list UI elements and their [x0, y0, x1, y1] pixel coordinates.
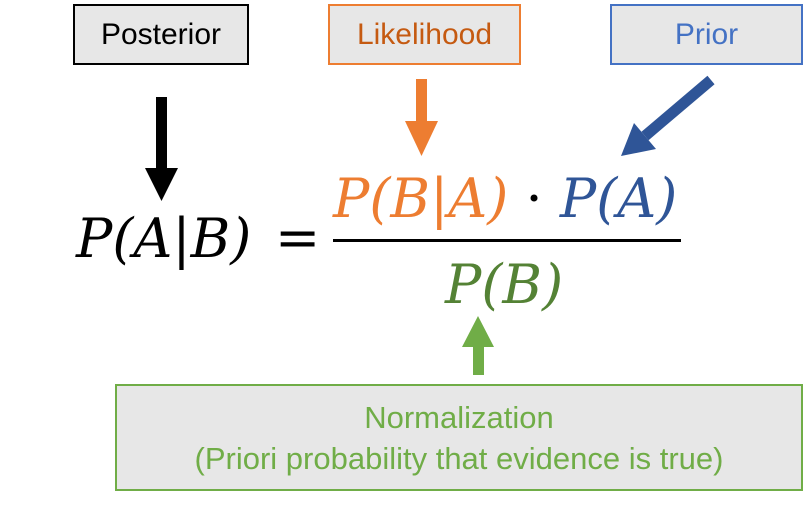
posterior-label: Posterior	[73, 4, 249, 65]
prior-arrow	[621, 75, 715, 156]
likelihood-label-text: Likelihood	[356, 17, 493, 51]
fraction-bar	[333, 239, 681, 242]
formula-lhs: P(A|B)	[76, 207, 252, 270]
formula-denominator: P(B)	[445, 253, 564, 316]
posterior-arrow	[145, 97, 178, 201]
formula-numerator: P(B|A) · P(A)	[333, 172, 677, 226]
likelihood-label: Likelihood	[328, 4, 521, 65]
numerator-likelihood-term: P(B|A)	[333, 167, 509, 230]
numerator-prior-term: P(A)	[559, 167, 678, 230]
normalization-label-description: (Priori probability that evidence is tru…	[194, 440, 724, 476]
prior-label: Prior	[610, 4, 803, 65]
normalization-label: Normalization (Priori probability that e…	[115, 384, 803, 491]
normalization-arrow	[462, 316, 494, 375]
formula-equals-sign: =	[275, 206, 321, 269]
likelihood-arrow	[405, 79, 438, 156]
normalization-label-title: Normalization	[364, 399, 554, 435]
prior-label-text: Prior	[674, 17, 739, 51]
posterior-label-text: Posterior	[100, 17, 222, 51]
numerator-multiply-dot: ·	[525, 167, 543, 230]
